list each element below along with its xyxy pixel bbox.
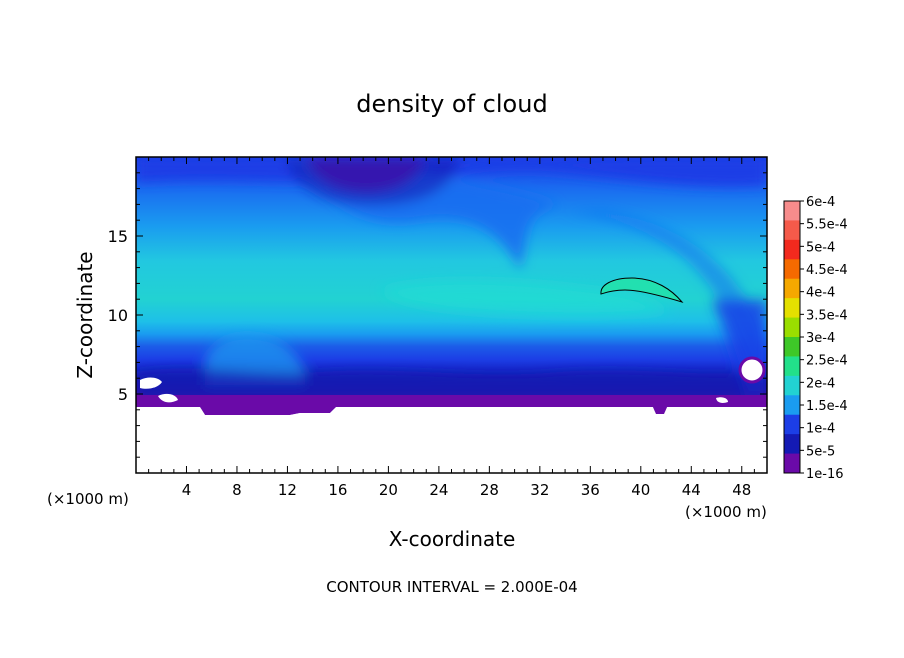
colorbar-label: 2.5e-4 [806,354,848,369]
white-hole-right [740,358,764,382]
contour-2e-4 [600,277,684,303]
footer-contour-interval: CONTOUR INTERVAL = 2.000E-04 [326,578,577,596]
white-gap-right-1 [716,397,728,403]
white-gap-left-2 [158,393,178,403]
x-tick-label: 12 [278,481,297,499]
colorbar-label: 3e-4 [806,331,835,346]
colorbar-label: 6e-4 [806,195,835,210]
y-tick-label: 5 [118,385,128,404]
x-tick-label: 44 [682,481,701,499]
x-tick-label: 40 [631,481,650,499]
colorbar-swatch [784,220,800,241]
colorbar-swatch [784,375,800,396]
x-tick-label: 4 [182,481,192,499]
colorbar-swatch [784,414,800,435]
y-axis: 5 10 15 [108,172,767,458]
colorbar-swatch [784,298,800,319]
colorbar-swatch [784,239,800,260]
purple-notch-41 [652,405,668,414]
chart-title: density of cloud [356,90,547,118]
colorbar-label: 2e-4 [806,376,835,391]
mid-cyan-lens [380,280,670,317]
colorbar-swatch [784,337,800,357]
colorbar-label: 1e-16 [806,467,844,482]
colorbar-label: 4e-4 [806,286,835,301]
no-cloud-region [136,407,767,473]
colorbar-label: 5e-5 [806,444,835,459]
x-unit-left: (×1000 m) [47,490,129,508]
colorbar-swatch [784,259,800,280]
x-axis-label: X-coordinate [389,527,516,551]
colorbar-swatch [784,278,800,299]
y-axis-label: Z-coordinate [73,251,97,378]
x-axis: 4 8 12 16 20 24 28 32 36 40 44 48 [148,157,755,499]
colorbar-swatch [784,317,800,338]
colorbar-swatch [784,453,800,474]
x-tick-label: 48 [732,481,751,499]
navy-fringe-top [285,157,460,205]
colorbar-label: 4.5e-4 [806,263,848,278]
plot-area [136,157,767,473]
white-hole-right-ring [738,356,766,384]
x-tick-label: 32 [530,481,549,499]
purple-base-strip [136,395,767,415]
y-tick-label: 10 [108,306,128,325]
colorbar-swatch [784,201,800,221]
colorbar-swatch [784,434,800,455]
colorbar: 6e-4 5.5e-4 5e-4 4.5e-4 4e-4 3.5e-4 3e-4 2.5e-4… [783,195,848,482]
x-tick-label: 36 [581,481,600,499]
colorbar-label: 5e-4 [806,240,835,255]
right-arc-edge [560,210,767,380]
colorbar-label: 1.5e-4 [806,399,848,414]
colorbar-swatch [784,356,800,377]
x-tick-label: 16 [328,481,347,499]
x-tick-label: 20 [379,481,398,499]
x-tick-label: 28 [480,481,499,499]
x-tick-label: 24 [429,481,448,499]
y-tick-label: 15 [108,227,128,246]
colorbar-swatch [784,395,800,416]
x-unit-right: (×1000 m) [685,503,767,521]
colorbar-label: 1e-4 [806,422,835,437]
x-tick-label: 8 [232,481,242,499]
colorbar-label: 5.5e-4 [806,218,848,233]
white-gap-left [140,377,162,389]
colorbar-label: 3.5e-4 [806,308,848,323]
